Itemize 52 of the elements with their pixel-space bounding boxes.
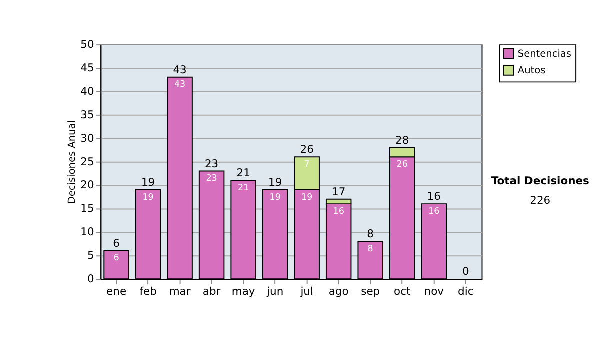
data-label: 19 [270, 192, 281, 203]
total-label: 0 [462, 265, 470, 278]
data-label: 23 [206, 174, 218, 184]
x-tick-label: feb [140, 285, 158, 298]
data-label: 19 [142, 192, 154, 203]
data-label: 8 [368, 244, 374, 254]
y-axis-title: Decisiones Anual [66, 120, 78, 204]
data-label: 6 [114, 254, 120, 264]
total-label: 19 [268, 176, 282, 190]
data-label: 16 [333, 206, 345, 217]
total-label: 26 [300, 143, 314, 156]
total-label: 21 [236, 166, 250, 180]
y-tick-label: 15 [80, 202, 94, 216]
x-tick-label: jul [300, 285, 314, 298]
total-label: 19 [141, 176, 156, 190]
data-label: 43 [174, 80, 186, 90]
total-label: 16 [427, 190, 442, 204]
total-label: 8 [367, 228, 374, 241]
data-label: 7 [304, 160, 310, 170]
y-tick-label: 0 [87, 272, 94, 286]
x-tick-label: mar [169, 285, 192, 298]
legend-label: Sentencias [518, 48, 572, 60]
x-tick-label: ene [106, 285, 127, 298]
y-tick-label: 40 [80, 84, 94, 98]
y-tick-label: 20 [80, 178, 94, 192]
x-tick-label: abr [202, 285, 222, 298]
data-label: 21 [238, 183, 250, 194]
text: 226 [530, 194, 551, 207]
y-tick-label: 35 [80, 108, 94, 122]
total-label: 23 [204, 157, 219, 170]
total-label: 43 [173, 64, 187, 76]
y-tick-label: 45 [80, 61, 94, 74]
total-label: 28 [396, 134, 410, 147]
data-label: 16 [428, 206, 440, 217]
y-tick-label: 5 [87, 249, 94, 262]
y-tick-label: 50 [80, 38, 94, 51]
text: Total Decisiones [491, 174, 590, 188]
data-label: 19 [301, 192, 313, 203]
total-label: 6 [113, 237, 120, 250]
y-tick-label: 25 [80, 155, 94, 168]
legend-label: Autos [518, 65, 546, 76]
data-label: 26 [396, 160, 408, 170]
total-label: 17 [332, 185, 346, 198]
x-tick-label: sep [361, 285, 380, 298]
y-tick-label: 10 [80, 226, 94, 239]
x-tick-label: dic [458, 285, 474, 298]
x-tick-label: nov [424, 285, 445, 298]
x-tick-label: jun [266, 285, 284, 298]
x-tick-label: oct [394, 285, 411, 298]
y-tick-label: 30 [80, 132, 94, 145]
x-tick-label: may [232, 285, 256, 298]
x-tick-label: ago [328, 285, 349, 298]
